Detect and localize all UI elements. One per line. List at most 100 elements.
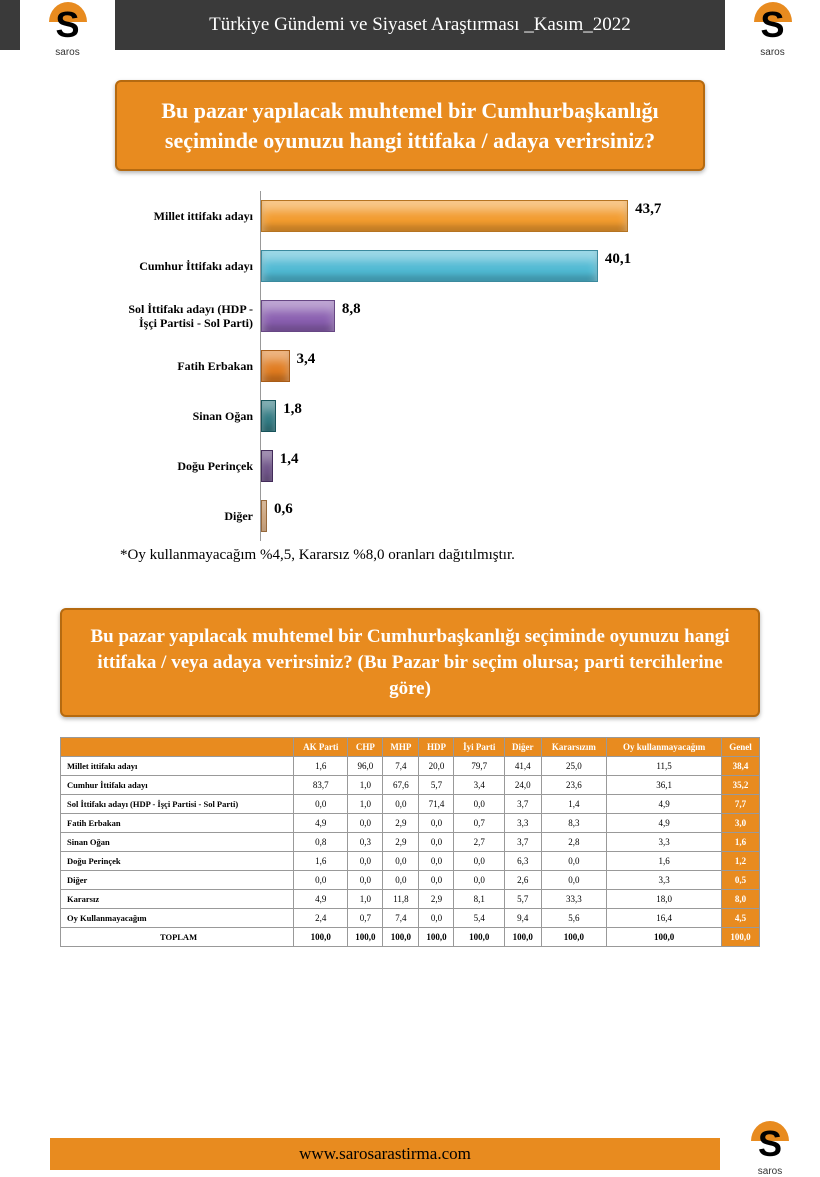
table-cell: 0,0 xyxy=(383,871,419,890)
table-cell: Sol İttifakı adayı (HDP - İşçi Partisi -… xyxy=(61,795,294,814)
table-cell: 36,1 xyxy=(607,776,722,795)
chart-bar-value: 43,7 xyxy=(635,201,661,218)
table-cell: 1,2 xyxy=(722,852,760,871)
table-cell: 1,6 xyxy=(722,833,760,852)
table-cell: 3,3 xyxy=(504,814,541,833)
table-cell: 3,4 xyxy=(454,776,504,795)
table-cell: 3,3 xyxy=(607,871,722,890)
chart-bar: 43,7 xyxy=(261,200,628,232)
table-cell: 0,0 xyxy=(454,795,504,814)
logo-text: saros xyxy=(47,47,89,58)
table-row: Sinan Oğan0,80,32,90,02,73,72,83,31,6 xyxy=(61,833,760,852)
table-cell: 9,4 xyxy=(504,909,541,928)
table-cell: 23,6 xyxy=(541,776,607,795)
chart-footnote: *Oy kullanmayacağım %4,5, Kararsız %8,0 … xyxy=(120,547,820,564)
table-cell: 1,6 xyxy=(294,757,348,776)
chart-bar-value: 40,1 xyxy=(605,251,631,268)
table-cell: 0,0 xyxy=(419,871,454,890)
table-cell: 0,5 xyxy=(722,871,760,890)
table-cell: 100,0 xyxy=(504,928,541,947)
table-cell: 100,0 xyxy=(294,928,348,947)
table-cell: Millet ittifakı adayı xyxy=(61,757,294,776)
chart-bar: 1,8 xyxy=(261,400,276,432)
table-cell: 0,0 xyxy=(383,852,419,871)
table-cell: TOPLAM xyxy=(61,928,294,947)
table-cell: 2,8 xyxy=(541,833,607,852)
chart-row: Millet ittifakı adayı43,7 xyxy=(261,191,820,241)
table-cell: 8,1 xyxy=(454,890,504,909)
table-cell: 0,7 xyxy=(348,909,383,928)
table-total-row: TOPLAM100,0100,0100,0100,0100,0100,0100,… xyxy=(61,928,760,947)
table-cell: 8,0 xyxy=(722,890,760,909)
table-cell: 1,0 xyxy=(348,890,383,909)
table-cell: 7,4 xyxy=(383,909,419,928)
table-cell: 1,0 xyxy=(348,795,383,814)
table-cell: 3,3 xyxy=(607,833,722,852)
chart-bar-value: 0,6 xyxy=(274,501,293,518)
cross-table: AK PartiCHPMHPHDPİyi PartiDiğerKararsızı… xyxy=(60,737,760,947)
table-cell: 33,3 xyxy=(541,890,607,909)
chart-row-label: Doğu Perinçek xyxy=(111,459,261,473)
table-row: Kararsız4,91,011,82,98,15,733,318,08,0 xyxy=(61,890,760,909)
table-cell: Cumhur İttifakı adayı xyxy=(61,776,294,795)
table-cell: Fatih Erbakan xyxy=(61,814,294,833)
header: S saros Türkiye Gündemi ve Siyaset Araşt… xyxy=(0,0,820,50)
chart-row: Doğu Perinçek1,4 xyxy=(261,441,820,491)
table-cell: 0,0 xyxy=(294,871,348,890)
chart-row: Cumhur İttifakı adayı40,1 xyxy=(261,241,820,291)
table-cell: 4,9 xyxy=(607,795,722,814)
chart-row-label: Millet ittifakı adayı xyxy=(111,209,261,223)
table-cell: 2,4 xyxy=(294,909,348,928)
table-cell: 16,4 xyxy=(607,909,722,928)
table-cell: 0,0 xyxy=(419,833,454,852)
table-cell: 3,0 xyxy=(722,814,760,833)
table-cell: 5,7 xyxy=(504,890,541,909)
table-header-cell: AK Parti xyxy=(294,738,348,757)
table-row: Doğu Perinçek1,60,00,00,00,06,30,01,61,2 xyxy=(61,852,760,871)
table-cell: 0,0 xyxy=(541,871,607,890)
table-cell: 5,4 xyxy=(454,909,504,928)
cross-table-area: AK PartiCHPMHPHDPİyi PartiDiğerKararsızı… xyxy=(60,737,760,947)
table-cell: 0,0 xyxy=(348,814,383,833)
footer-logo: S saros xyxy=(720,1114,820,1174)
chart-row-label: Fatih Erbakan xyxy=(111,359,261,373)
chart-bar-value: 8,8 xyxy=(342,301,361,318)
table-cell: 11,5 xyxy=(607,757,722,776)
table-cell: 4,9 xyxy=(294,814,348,833)
table-cell: 67,6 xyxy=(383,776,419,795)
table-cell: Oy Kullanmayacağım xyxy=(61,909,294,928)
table-cell: 100,0 xyxy=(348,928,383,947)
table-row: Fatih Erbakan4,90,02,90,00,73,38,34,93,0 xyxy=(61,814,760,833)
table-cell: 0,0 xyxy=(454,852,504,871)
table-cell: 79,7 xyxy=(454,757,504,776)
question-box-2: Bu pazar yapılacak muhtemel bir Cumhurba… xyxy=(60,608,760,717)
table-cell: 38,4 xyxy=(722,757,760,776)
header-title: Türkiye Gündemi ve Siyaset Araştırması _… xyxy=(115,0,725,50)
table-cell: 83,7 xyxy=(294,776,348,795)
table-cell: 0,0 xyxy=(454,871,504,890)
bar-chart: Millet ittifakı adayı43,7Cumhur İttifakı… xyxy=(260,191,820,541)
question-box-1: Bu pazar yapılacak muhtemel bir Cumhurba… xyxy=(115,80,705,171)
table-cell: 2,9 xyxy=(419,890,454,909)
table-cell: 41,4 xyxy=(504,757,541,776)
table-row: Diğer0,00,00,00,00,02,60,03,30,5 xyxy=(61,871,760,890)
table-cell: 3,7 xyxy=(504,795,541,814)
table-cell: 1,0 xyxy=(348,776,383,795)
table-cell: 35,2 xyxy=(722,776,760,795)
table-cell: Sinan Oğan xyxy=(61,833,294,852)
table-cell: 2,6 xyxy=(504,871,541,890)
header-left-strip xyxy=(0,0,20,50)
chart-row: Sinan Oğan1,8 xyxy=(261,391,820,441)
table-cell: 0,0 xyxy=(383,795,419,814)
table-header-cell xyxy=(61,738,294,757)
table-row: Sol İttifakı adayı (HDP - İşçi Partisi -… xyxy=(61,795,760,814)
table-cell: 100,0 xyxy=(419,928,454,947)
table-cell: 0,0 xyxy=(419,852,454,871)
table-cell: Kararsız xyxy=(61,890,294,909)
table-cell: 2,9 xyxy=(383,833,419,852)
chart-bar: 0,6 xyxy=(261,500,267,532)
table-cell: 5,7 xyxy=(419,776,454,795)
chart-bar-value: 1,4 xyxy=(280,451,299,468)
table-header-cell: HDP xyxy=(419,738,454,757)
logo-right: S saros xyxy=(725,0,820,50)
